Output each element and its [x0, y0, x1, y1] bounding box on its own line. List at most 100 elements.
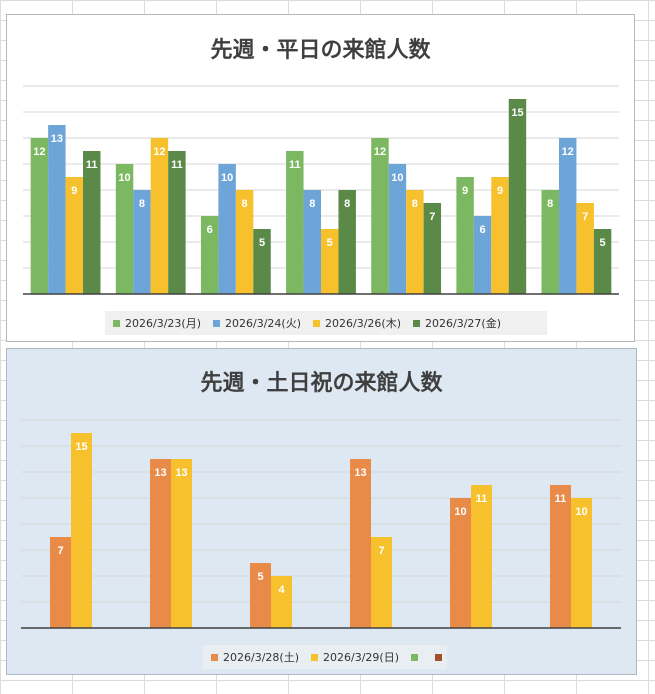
data-label: 5	[327, 237, 333, 249]
data-label: 8	[242, 198, 248, 210]
data-label: 8	[344, 198, 350, 210]
legend-item-series-4[interactable]: 2026/3/27(金)	[413, 315, 501, 331]
chart-title: 先週・土日祝の来館人数	[200, 371, 443, 396]
data-label: 12	[153, 146, 165, 158]
data-label: 13	[354, 467, 366, 479]
legend-item-series-1[interactable]: 2026/3/23(月)	[113, 315, 201, 331]
legend-item-series-3[interactable]	[411, 653, 423, 661]
data-label: 6	[479, 224, 485, 236]
bar-series-4[interactable]	[423, 203, 442, 294]
bar-series-2[interactable]	[271, 576, 292, 628]
bar-series-1[interactable]	[115, 164, 134, 294]
data-label: 8	[412, 198, 418, 210]
legend-item-series-3[interactable]: 2026/3/26(木)	[313, 315, 401, 331]
legend-item-series-1[interactable]: 2026/3/28(土)	[211, 649, 299, 665]
bar-series-1[interactable]	[550, 485, 571, 628]
data-label: 11	[289, 159, 301, 171]
bar-series-1[interactable]	[450, 498, 471, 628]
bar-series-2[interactable]	[388, 164, 407, 294]
chart-title: 先週・平日の来館人数	[210, 38, 431, 63]
legend-label: 2026/3/29(日)	[323, 651, 399, 664]
legend-swatch	[313, 319, 320, 327]
legend-swatch	[113, 319, 120, 327]
weekday-visitors-chart[interactable]: 先週・平日の来館人数 12 13 9 11 10 8 12 11 6 10 8 5 11 8 5 8 12 10 8…	[6, 14, 635, 342]
bar-series-2[interactable]	[218, 164, 236, 294]
data-label: 11	[476, 493, 488, 505]
data-label: 12	[33, 146, 45, 158]
data-label: 13	[175, 467, 187, 479]
bar-series-3[interactable]	[65, 177, 84, 294]
bar-series-2[interactable]	[571, 498, 592, 628]
bar-series-2[interactable]	[558, 138, 577, 294]
bar-series-3[interactable]	[150, 138, 169, 294]
bar-series-2[interactable]	[171, 459, 192, 628]
data-label: 15	[75, 441, 87, 453]
bar-series-1[interactable]	[541, 190, 559, 294]
data-label: 9	[71, 185, 77, 197]
data-label: 11	[171, 159, 183, 171]
data-label: 13	[154, 467, 166, 479]
data-label: 5	[257, 571, 263, 583]
bar-series-1[interactable]	[200, 216, 219, 294]
bar-series-1[interactable]	[250, 563, 271, 628]
data-label: 10	[221, 172, 233, 184]
data-label: 7	[57, 545, 63, 557]
bar-series-1[interactable]	[286, 151, 304, 294]
data-label: 10	[118, 172, 130, 184]
bar-series-1[interactable]	[371, 138, 389, 294]
bar-series-2[interactable]	[471, 485, 492, 628]
legend-label: 2026/3/26(木)	[325, 317, 401, 330]
legend-label: 2026/3/27(金)	[425, 317, 501, 330]
data-label: 13	[51, 133, 63, 145]
bar-series-4[interactable]	[338, 190, 356, 294]
data-label: 5	[600, 237, 606, 249]
bar-series-2[interactable]	[473, 216, 492, 294]
legend-swatch	[311, 653, 318, 661]
data-label: 10	[454, 506, 466, 518]
data-label: 9	[462, 185, 468, 197]
bar-series-1[interactable]	[150, 459, 171, 628]
bar-series-4[interactable]	[83, 151, 101, 294]
data-label: 8	[139, 198, 145, 210]
bar-series-4[interactable]	[253, 229, 271, 294]
weekend-visitors-chart[interactable]: 先週・土日祝の来館人数 7 15 13 13 5 4 13 7 10 11 11 10 2026/3/…	[6, 348, 637, 675]
data-label: 8	[309, 198, 315, 210]
data-label: 6	[207, 224, 213, 236]
legend-item-series-2[interactable]: 2026/3/29(日)	[311, 649, 399, 665]
bar-series-2[interactable]	[303, 190, 321, 294]
bar-series-4[interactable]	[508, 99, 527, 294]
bar-series-4[interactable]	[593, 229, 612, 294]
bar-series-3[interactable]	[491, 177, 509, 294]
bar-series-2[interactable]	[371, 537, 392, 628]
legend-label: 2026/3/28(土)	[223, 651, 299, 664]
legend-item-series-4[interactable]	[435, 653, 447, 661]
legend-swatch	[211, 653, 218, 661]
bar-series-2[interactable]	[71, 433, 92, 628]
legend-item-series-2[interactable]: 2026/3/24(火)	[213, 315, 301, 331]
data-label: 7	[582, 211, 588, 223]
bar-series-1[interactable]	[456, 177, 474, 294]
data-label: 12	[374, 146, 386, 158]
chart-legend[interactable]: 2026/3/23(月) 2026/3/24(火) 2026/3/26(木) 2…	[105, 311, 547, 335]
legend-label: 2026/3/23(月)	[125, 317, 201, 330]
bar-series-4[interactable]	[168, 151, 186, 294]
bar-series-2[interactable]	[48, 125, 66, 294]
bar-series-3[interactable]	[235, 190, 254, 294]
bar-series-3[interactable]	[576, 203, 594, 294]
legend-swatch	[413, 319, 420, 327]
data-label: 10	[575, 506, 587, 518]
data-label: 7	[429, 211, 435, 223]
bar-series-2[interactable]	[133, 190, 151, 294]
chart-legend[interactable]: 2026/3/28(土) 2026/3/29(日)	[203, 645, 447, 669]
bar-series-3[interactable]	[321, 229, 339, 294]
bar-series-1[interactable]	[30, 138, 49, 294]
bar-series-1[interactable]	[350, 459, 371, 628]
bar-series-3[interactable]	[406, 190, 424, 294]
data-label: 4	[278, 584, 285, 596]
bar-series-1[interactable]	[50, 537, 71, 628]
legend-swatch	[213, 319, 220, 327]
data-label: 7	[378, 545, 384, 557]
data-label: 9	[497, 185, 503, 197]
data-label: 8	[547, 198, 553, 210]
